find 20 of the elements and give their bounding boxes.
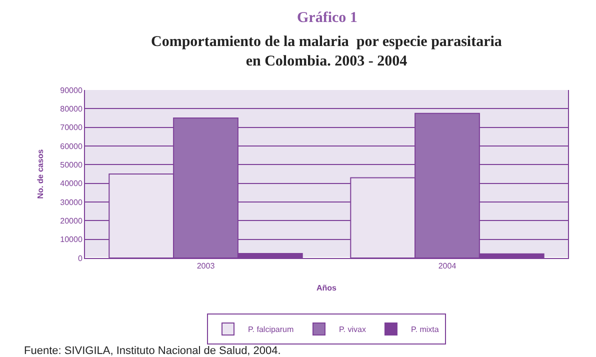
y-tick-label: 50000 — [60, 160, 83, 170]
y-tick-label: 0 — [78, 254, 83, 263]
x-tick-label: 2003 — [196, 262, 216, 271]
y-tick-label: 40000 — [60, 179, 83, 188]
chart-subtitle: Comportamiento de la malaria por especie parasitaria en Colombia. 2003 - 2004 — [151, 34, 502, 70]
y-tick-label: 10000 — [60, 235, 83, 244]
y-axis-title: No. de casos — [36, 148, 45, 199]
y-tick-label: 80000 — [60, 104, 83, 114]
source-note: Fuente: SIVIGILA, Instituto Nacional de Salud, 2004. — [24, 345, 281, 357]
legend-label: P. mixta — [410, 325, 440, 334]
y-tick-label: 30000 — [60, 198, 83, 207]
y-tick-label: 70000 — [60, 123, 83, 132]
x-axis-title: Años — [316, 284, 338, 293]
y-tick-label: 90000 — [60, 86, 83, 95]
y-tick-label: 60000 — [60, 142, 83, 151]
legend-label: P. falciparum — [248, 325, 294, 334]
legend-label: P. vivax — [338, 325, 366, 334]
chart-title: Gráfico 1 — [297, 10, 358, 26]
x-tick-label: 2004 — [438, 262, 457, 271]
y-tick-label: 20000 — [60, 216, 83, 226]
